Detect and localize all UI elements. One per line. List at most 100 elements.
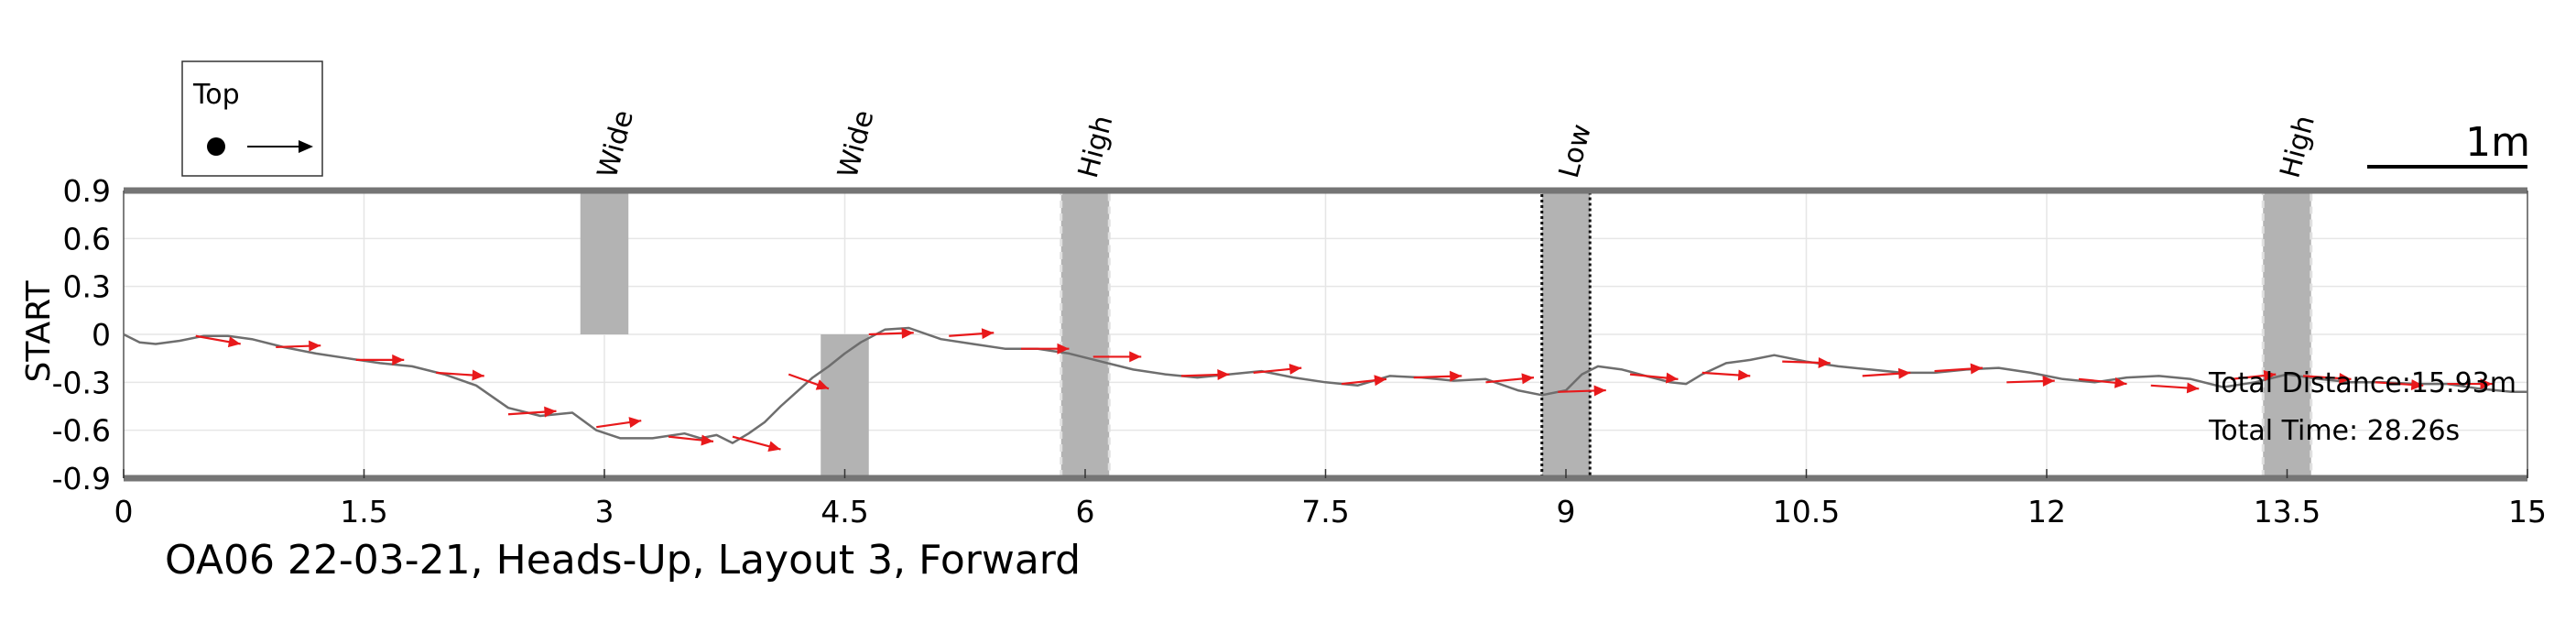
y-tick-labels: 0.9 0.6 0.3 0 -0.3 -0.6 -0.9 — [52, 173, 111, 497]
heading-arrow — [668, 434, 714, 446]
heading-arrow-head — [1374, 375, 1386, 387]
y-axis-label: START — [20, 279, 58, 382]
x-tick-label: 12 — [2027, 494, 2066, 529]
heading-arrow-head — [1593, 385, 1606, 397]
x-tick-label: 9 — [1557, 494, 1576, 529]
x-tick-label: 1.5 — [340, 494, 387, 529]
y-tick-label: -0.9 — [52, 461, 111, 497]
legend-label: Top — [192, 79, 240, 111]
heading-arrow-head — [701, 434, 713, 446]
heading-arrow-head — [2480, 378, 2493, 390]
obstacle-wide — [821, 334, 869, 478]
heading-arrow — [2447, 378, 2493, 390]
heading-arrow — [1862, 367, 1911, 379]
heading-arrow-head — [1665, 372, 1679, 384]
heading-arrow — [195, 334, 241, 348]
legend-box — [181, 60, 323, 177]
y-tick-label: 0.6 — [63, 221, 111, 257]
obstacle-wide — [580, 191, 629, 334]
legend: Top — [181, 60, 323, 177]
heading-arrow — [1092, 351, 1142, 363]
chart-title: OA06 22-03-21, Heads-Up, Layout 3, Forwa… — [165, 537, 1081, 584]
x-tick-label: 4.5 — [821, 494, 868, 529]
heading-arrow — [276, 340, 321, 352]
x-tick-label: 13.5 — [2254, 494, 2321, 529]
heading-arrow — [596, 417, 642, 429]
y-tick-label: -0.3 — [52, 365, 111, 400]
x-tick-label: 0 — [114, 494, 134, 529]
y-tick-label: 0.9 — [63, 173, 111, 209]
heading-arrow-head — [472, 369, 484, 381]
x-tick-labels: 0 1.5 3 4.5 6 7.5 9 10.5 12 13.5 15 — [114, 494, 2548, 529]
heading-arrow-head — [628, 417, 642, 428]
heading-arrow — [1934, 363, 1984, 375]
heading-arrow — [788, 373, 830, 390]
obstacle-high — [1060, 189, 1111, 480]
heading-arrow-head — [544, 406, 557, 418]
x-tick-label: 10.5 — [1773, 494, 1840, 529]
heading-arrow-head — [1897, 367, 1911, 379]
heading-arrow-head — [2263, 370, 2277, 381]
heading-arrow-head — [2114, 377, 2127, 388]
obstacle-low — [1540, 189, 1592, 480]
heading-arrow — [732, 435, 781, 453]
heading-arrow-head — [392, 354, 405, 366]
heading-arrow-head — [2042, 376, 2055, 387]
heading-arrow-head — [309, 340, 321, 352]
heading-arrow — [436, 369, 484, 381]
heading-arrow — [1021, 343, 1070, 355]
heading-arrows — [195, 327, 2493, 453]
heading-arrow — [1701, 369, 1751, 381]
scale-bar-label: 1m — [2465, 119, 2530, 166]
x-tick-label: 3 — [595, 494, 614, 529]
heading-arrow — [2078, 377, 2127, 388]
heading-arrow — [2006, 376, 2055, 387]
y-tick-label: 0.3 — [63, 269, 111, 305]
heading-arrow-head — [1737, 369, 1751, 381]
heading-arrow-head — [1057, 343, 1070, 355]
heading-arrow-head — [1521, 373, 1534, 385]
heading-arrow-head — [1818, 356, 1831, 368]
x-tick-label: 7.5 — [1301, 494, 1349, 529]
heading-arrow-head — [981, 328, 995, 340]
heading-arrow — [1341, 375, 1387, 387]
heading-arrow — [2231, 370, 2277, 381]
heading-arrow-head — [1288, 363, 1302, 375]
heading-arrow — [1253, 363, 1302, 375]
heading-arrow — [1180, 369, 1230, 381]
heading-arrow — [2150, 382, 2200, 394]
heading-arrow-head — [227, 336, 241, 348]
heading-arrow-head — [901, 327, 914, 339]
x-tick-label: 6 — [1076, 494, 1095, 529]
heading-arrow — [949, 328, 995, 340]
heading-arrow-head — [1450, 370, 1462, 382]
heading-arrow — [507, 406, 557, 418]
heading-arrow — [1629, 372, 1679, 384]
y-tick-label: 0 — [92, 317, 111, 353]
legend-dot-icon — [207, 137, 225, 156]
obstacle-high — [2261, 189, 2313, 480]
heading-arrow-head — [1970, 363, 1983, 375]
heading-arrow-head — [1129, 351, 1142, 363]
x-tick-label: 15 — [2508, 494, 2547, 529]
heading-arrow-head — [2339, 372, 2352, 384]
heading-arrow — [355, 354, 405, 366]
heading-arrow-head — [815, 379, 829, 390]
heading-arrow — [1413, 370, 1462, 382]
heading-arrow — [1782, 356, 1831, 368]
heading-arrow-head — [2186, 382, 2200, 394]
heading-arrow — [1558, 385, 1606, 397]
heading-arrow-head — [767, 441, 781, 453]
heading-arrow — [2302, 372, 2352, 384]
scale-bar: 1m — [2367, 119, 2530, 169]
heading-arrow — [868, 327, 914, 339]
heading-arrow-head — [1217, 369, 1230, 381]
heading-arrow — [2375, 378, 2424, 390]
heading-arrow-head — [2410, 378, 2424, 390]
heading-arrow — [1485, 373, 1535, 385]
total-distance: Total Distance:15.93m — [2208, 367, 2516, 399]
legend-arrow-icon — [299, 140, 313, 153]
y-tick-label: -0.6 — [52, 413, 111, 449]
